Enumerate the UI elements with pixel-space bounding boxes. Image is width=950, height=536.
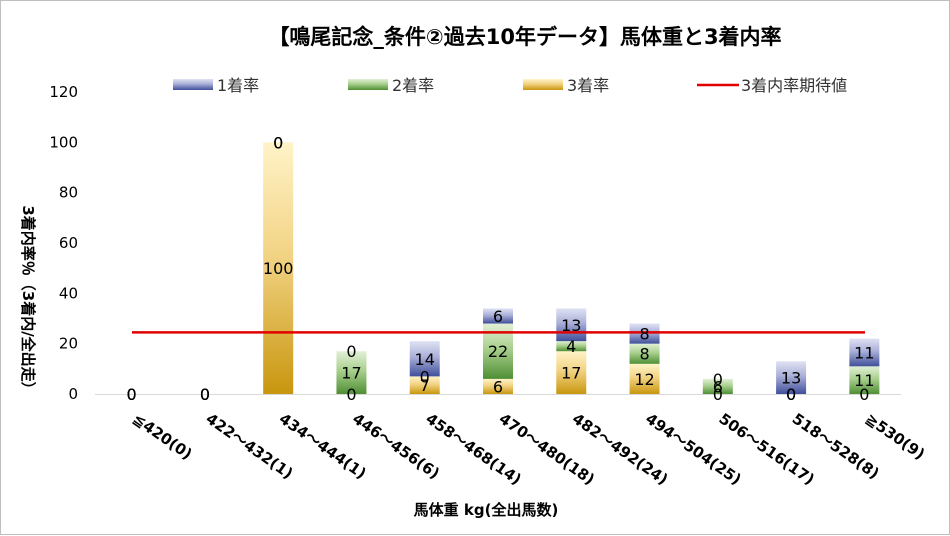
y-axis-ticks: 0 20 40 60 80 100 120 <box>49 83 78 403</box>
bar-second-10 <box>849 366 880 394</box>
data-label-first-8: 0 <box>713 370 723 389</box>
data-label-second-2: 0 <box>273 133 283 152</box>
bar-second-8 <box>702 378 733 394</box>
data-label-first-3: 0 <box>346 342 356 361</box>
y-axis-title: 3着内率％（3着内/全出走） <box>19 205 37 396</box>
bar-first-5 <box>483 308 513 324</box>
legend-item-3: 3着率 <box>523 76 609 95</box>
y-tick-label: 120 <box>49 83 78 101</box>
data-label-first-4: 14 <box>415 350 435 369</box>
y-tick-label: 0 <box>68 385 78 403</box>
bar-third-2 <box>263 142 294 394</box>
data-label-second-7: 8 <box>639 345 649 364</box>
data-label-third-10: 0 <box>859 385 869 404</box>
data-label-third-9: 0 <box>786 385 796 404</box>
bar-third-4 <box>409 376 440 394</box>
data-label-first-2: 0 <box>273 133 283 152</box>
legend-item-1: 1着率 <box>173 76 259 95</box>
data-label-second-10: 11 <box>854 371 874 390</box>
bar-first-10 <box>849 338 880 367</box>
data-labels: 000 0001000001707014622617413128806000130… <box>127 133 875 404</box>
legend: 1着率 2着率 3着率 3着内率期待値 <box>173 76 847 95</box>
x-tick-label: ≧530(9) <box>862 410 928 464</box>
legend-swatch <box>523 79 563 90</box>
data-label-first-10: 11 <box>854 343 874 362</box>
data-label-third-0: 0 <box>127 385 137 404</box>
y-tick-label: 100 <box>49 133 78 151</box>
data-label-second-6: 4 <box>566 337 576 356</box>
legend-label: 2着率 <box>392 76 434 95</box>
bar-first-7 <box>629 323 660 344</box>
data-label-first-9: 13 <box>781 369 801 388</box>
bar-second-3 <box>336 351 367 394</box>
data-label-second-3: 17 <box>341 364 361 383</box>
y-tick-label: 40 <box>59 284 78 302</box>
data-label-second-8: 6 <box>713 377 723 396</box>
y-tick-label: 20 <box>59 335 78 353</box>
data-label-second-1: 0 <box>200 385 210 404</box>
x-axis-title: 馬体重 kg(全出馬数) <box>414 501 559 519</box>
data-label-first-6: 13 <box>561 316 581 335</box>
bar-third-7 <box>629 363 660 394</box>
data-label-first-5: 6 <box>493 307 503 326</box>
x-tick-label: ≦420(0) <box>129 410 195 464</box>
legend-swatch <box>348 79 388 90</box>
data-label-first-0: 0 <box>127 385 137 404</box>
data-label-third-4: 7 <box>420 376 430 395</box>
legend-label: 3着率 <box>567 76 609 95</box>
y-tick-label: 60 <box>59 234 78 252</box>
data-label-third-1: 0 <box>200 385 210 404</box>
data-label-second-4: 0 <box>420 367 430 386</box>
data-label-third-5: 6 <box>493 377 503 396</box>
data-label-third-8: 0 <box>713 385 723 404</box>
data-label-third-7: 12 <box>634 370 654 389</box>
legend-item-4: 3着内率期待値 <box>697 76 847 95</box>
bar-second-6 <box>556 341 587 352</box>
bar-third-5 <box>483 378 513 394</box>
data-label-third-6: 17 <box>561 364 581 383</box>
data-label-second-5: 22 <box>488 342 508 361</box>
bars <box>263 142 880 394</box>
data-label-second-9: 0 <box>786 385 796 404</box>
bar-first-9 <box>776 361 807 394</box>
data-label-third-2: 100 <box>263 259 294 278</box>
bar-first-4 <box>409 341 440 377</box>
legend-swatch <box>173 79 213 90</box>
x-axis-ticks: ≦420(0) 422～432(1)434～444(1)446～456(6)458… <box>129 410 928 489</box>
legend-label: 3着内率期待値 <box>741 76 847 95</box>
bar-first-6 <box>556 308 587 342</box>
data-label-first-1: 0 <box>200 385 210 404</box>
chart-title: 【鳴尾記念_条件②過去10年データ】馬体重と3着内率 <box>268 25 781 49</box>
data-label-first-7: 8 <box>639 325 649 344</box>
bar-third-6 <box>556 351 587 394</box>
legend-item-2: 2着率 <box>348 76 434 95</box>
data-label-second-0: 0 <box>127 385 137 404</box>
data-label-third-3: 0 <box>346 385 356 404</box>
bar-second-7 <box>629 343 660 364</box>
y-tick-label: 80 <box>59 184 78 202</box>
legend-label: 1着率 <box>217 76 259 95</box>
